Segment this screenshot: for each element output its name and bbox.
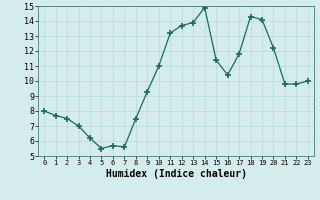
X-axis label: Humidex (Indice chaleur): Humidex (Indice chaleur): [106, 169, 246, 179]
